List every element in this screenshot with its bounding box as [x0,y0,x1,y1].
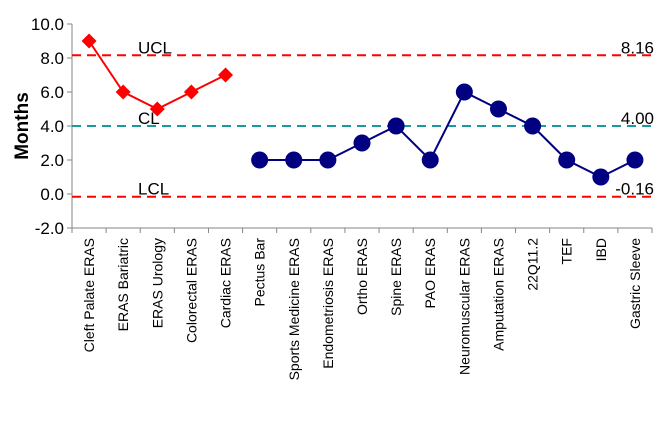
data-point [251,151,269,169]
y-tick-label: 6.0 [40,83,64,102]
data-point [218,67,234,83]
category-label: Gastric Sleeve [627,238,643,329]
ref-label-lcl: LCL [138,180,169,199]
category-label: Pectus Bar [252,238,268,307]
ref-value-lcl: -0.16 [615,180,654,199]
data-point [149,101,165,117]
category-label: IBD [593,238,609,261]
data-point [319,151,337,169]
data-point [387,117,405,135]
series-line-1 [259,90,636,179]
y-tick-label: 8.0 [40,49,64,68]
y-axis-label: Months [12,92,33,160]
category-label: TEF [559,238,575,264]
data-point [626,151,644,169]
data-point [353,134,371,152]
data-point [524,117,542,135]
category-label: PAO ERAS [422,238,438,309]
data-point [455,83,473,101]
category-label: Sports Medicine ERAS [286,238,302,380]
data-point [115,84,131,100]
y-tick-label: 0.0 [40,185,64,204]
data-point [592,168,610,186]
category-label: ERAS Bariatric [115,238,131,331]
data-point [81,33,97,49]
category-label: Neuromuscular ERAS [456,238,472,375]
data-point [183,84,199,100]
category-label: Cardiac ERAS [218,238,234,328]
y-tick-label: -2.0 [35,219,64,238]
category-label: Amputation ERAS [490,238,506,351]
ref-label-cl: CL [138,109,160,128]
data-point [421,151,439,169]
category-label: 22Q11.2 [525,238,541,291]
y-tick-label: 10.0 [31,15,64,34]
data-point [285,151,303,169]
ref-label-ucl: UCL [138,38,172,57]
y-tick-label: 4.0 [40,117,64,136]
category-label: Ortho ERAS [354,238,370,315]
category-label: ERAS Urology [149,238,165,328]
category-label: Cleft Palate ERAS [81,238,97,352]
data-point [489,100,507,118]
category-label: Spine ERAS [388,238,404,316]
category-label: Endometriosis ERAS [320,238,336,369]
data-point [558,151,576,169]
ref-value-ucl: 8.16 [621,38,654,57]
category-label: Colorectal ERAS [183,238,199,343]
y-tick-label: 2.0 [40,151,64,170]
ref-value-cl: 4.00 [621,109,654,128]
